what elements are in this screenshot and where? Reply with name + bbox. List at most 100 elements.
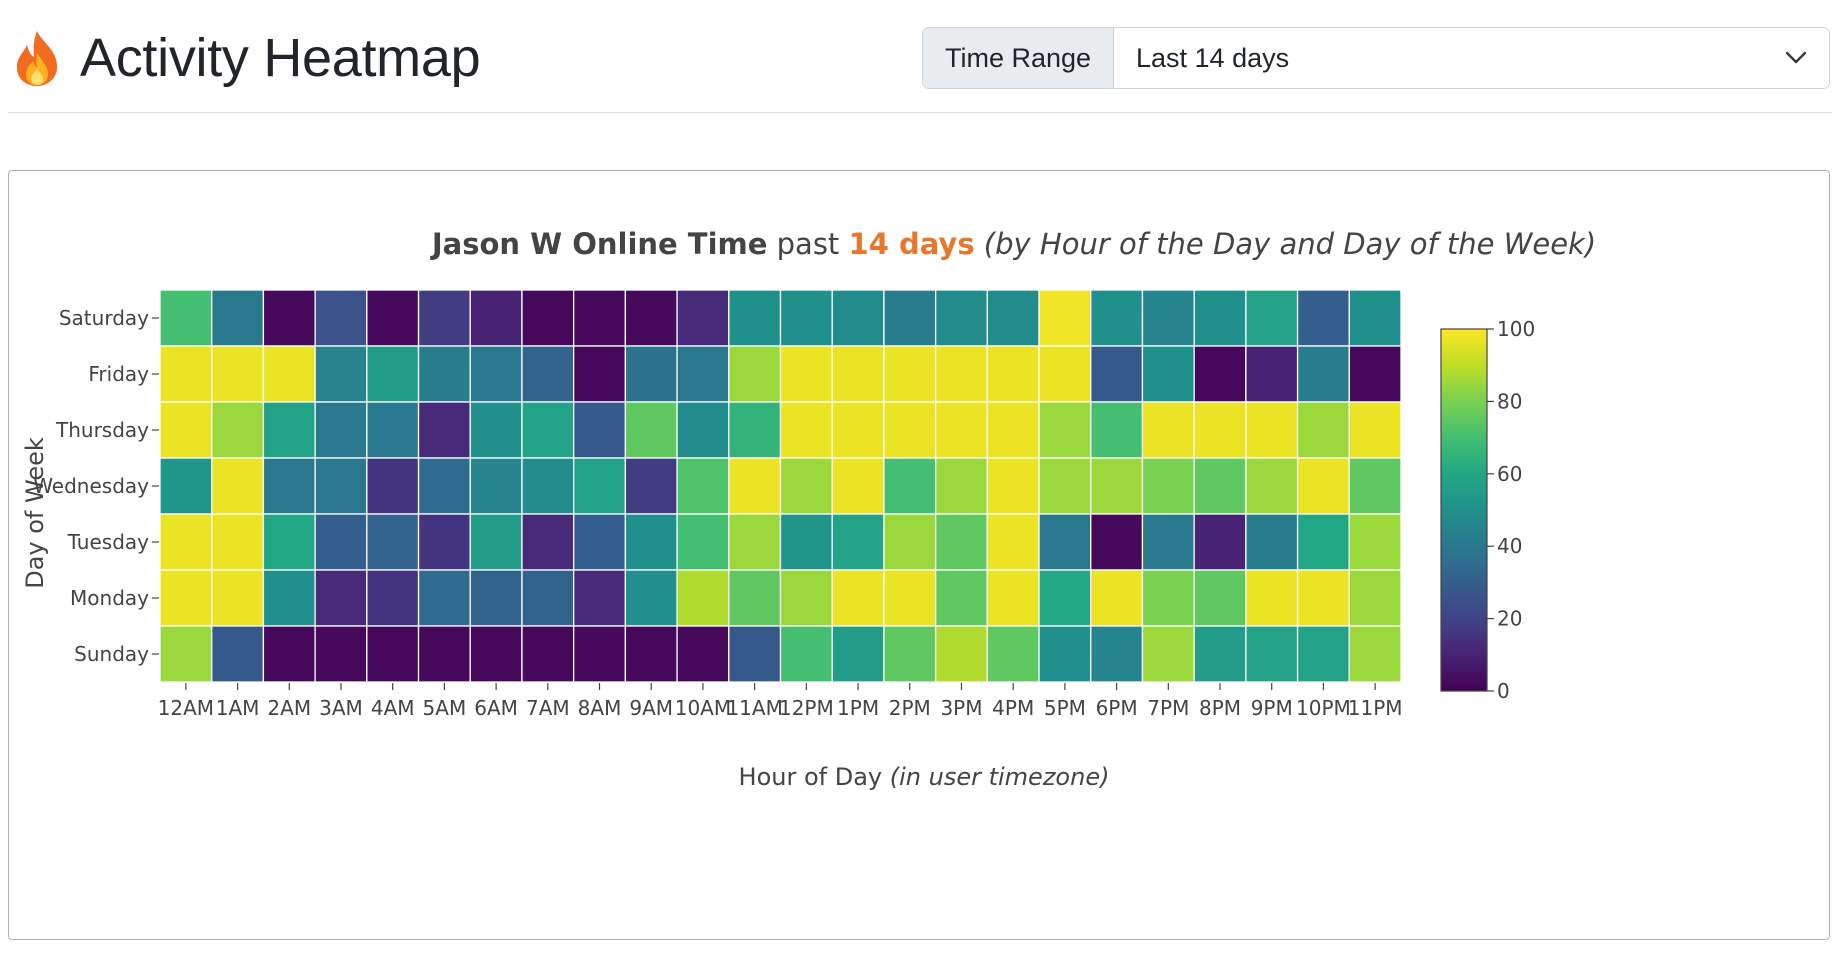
heatmap-cell bbox=[986, 457, 1040, 515]
heatmap-cell bbox=[1348, 569, 1402, 627]
heatmap-cell bbox=[417, 401, 471, 459]
y-tick-label: Monday bbox=[70, 586, 149, 610]
x-axis-ticks: 12AM 1AM 2AM 3AM 4AM 5AM 6AM 7AM 8AM 9AM 10AM11AM1… bbox=[158, 683, 1403, 720]
y-tick-label: Tuesday bbox=[67, 530, 150, 554]
heatmap-cell bbox=[676, 345, 730, 403]
heatmap-cell bbox=[521, 457, 575, 515]
heatmap-cell bbox=[1090, 457, 1144, 515]
heatmap-cell bbox=[1090, 569, 1144, 627]
heatmap-cell bbox=[159, 625, 213, 683]
heatmap-cell bbox=[676, 401, 730, 459]
heatmap-cell bbox=[1296, 513, 1350, 571]
heatmap-cell bbox=[469, 345, 523, 403]
heatmap-cell bbox=[1090, 345, 1144, 403]
activity-heatmap-chart: Jason W Online Time past 14 days (by Hou… bbox=[21, 227, 1596, 791]
x-tick-label: 8AM bbox=[578, 696, 622, 720]
heatmap-cell bbox=[1296, 345, 1350, 403]
x-tick-label: 4AM bbox=[371, 696, 415, 720]
heatmap-cell bbox=[676, 513, 730, 571]
x-axis-title-text: Hour of Day bbox=[739, 763, 883, 791]
heatmap-cell bbox=[262, 345, 316, 403]
heatmap-cell bbox=[779, 401, 833, 459]
heatmap-cell bbox=[366, 513, 420, 571]
heatmap-cell bbox=[159, 569, 213, 627]
x-tick-label: 1AM bbox=[216, 696, 260, 720]
y-tick-label: Thursday bbox=[55, 418, 149, 442]
page-header: Activity Heatmap Time Range Last 14 days bbox=[8, 16, 1832, 113]
heatmap-cell bbox=[469, 513, 523, 571]
y-tick-label: Sunday bbox=[74, 642, 149, 666]
heatmap-cell bbox=[728, 513, 782, 571]
chevron-down-icon bbox=[1785, 51, 1807, 64]
heatmap-cell bbox=[366, 625, 420, 683]
heatmap-cell bbox=[1193, 513, 1247, 571]
heatmap-cell bbox=[159, 289, 213, 347]
colorbar-tick-label: 0 bbox=[1497, 679, 1510, 703]
heatmap-cell bbox=[314, 569, 368, 627]
heatmap-cell bbox=[1296, 625, 1350, 683]
heatmap-cell bbox=[573, 513, 627, 571]
heatmap-cell bbox=[1141, 513, 1195, 571]
heatmap-cell bbox=[1193, 401, 1247, 459]
heatmap-cell bbox=[573, 457, 627, 515]
heatmap-cell bbox=[262, 289, 316, 347]
colorbar-tick-label: 100 bbox=[1497, 317, 1535, 341]
heatmap-cell bbox=[1141, 625, 1195, 683]
heatmap-cell bbox=[883, 457, 937, 515]
heatmap-cell bbox=[211, 625, 265, 683]
heatmap-cell bbox=[934, 625, 988, 683]
y-tick-label: Friday bbox=[88, 362, 149, 386]
heatmap-cell bbox=[676, 569, 730, 627]
heatmap-cell bbox=[624, 457, 678, 515]
x-tick-label: 1PM bbox=[837, 696, 879, 720]
heatmap-cell bbox=[728, 457, 782, 515]
x-tick-label: 7PM bbox=[1147, 696, 1189, 720]
heatmap-cell bbox=[934, 569, 988, 627]
heatmap-cell bbox=[521, 345, 575, 403]
heatmap-cell bbox=[883, 345, 937, 403]
heatmap-cell bbox=[624, 625, 678, 683]
colorbar-gradient bbox=[1440, 328, 1488, 692]
heatmap-cell bbox=[779, 457, 833, 515]
heatmap-cell bbox=[831, 401, 885, 459]
y-tick-label: Saturday bbox=[59, 306, 149, 330]
heatmap-card: Jason W Online Time past 14 days (by Hou… bbox=[8, 170, 1830, 940]
x-tick-label: 10AM bbox=[675, 696, 731, 720]
heatmap-cell bbox=[986, 345, 1040, 403]
x-tick-label: 12PM bbox=[779, 696, 834, 720]
heatmap-cell bbox=[1038, 625, 1092, 683]
heatmap-cell bbox=[1296, 569, 1350, 627]
heatmap-cell bbox=[934, 401, 988, 459]
heatmap-cell bbox=[1038, 569, 1092, 627]
heatmap-cell bbox=[831, 513, 885, 571]
heatmap-cell bbox=[417, 345, 471, 403]
heatmap-cell bbox=[1038, 289, 1092, 347]
heatmap-cell bbox=[469, 289, 523, 347]
heatmap-cell bbox=[883, 289, 937, 347]
heatmap-cell bbox=[934, 457, 988, 515]
heatmap-cell bbox=[417, 289, 471, 347]
heatmap-cell bbox=[1038, 401, 1092, 459]
heatmap-cell bbox=[1348, 513, 1402, 571]
x-tick-label: 5PM bbox=[1044, 696, 1086, 720]
x-tick-label: 3AM bbox=[319, 696, 363, 720]
heatmap-cell bbox=[1245, 401, 1299, 459]
time-range-select[interactable]: Last 14 days bbox=[1114, 28, 1829, 88]
x-tick-label: 3PM bbox=[940, 696, 982, 720]
page-title-text: Activity Heatmap bbox=[80, 28, 481, 88]
x-tick-label: 11AM bbox=[726, 696, 782, 720]
heatmap-cell bbox=[1141, 289, 1195, 347]
heatmap-cell bbox=[728, 401, 782, 459]
heatmap-cell bbox=[469, 625, 523, 683]
heatmap-cell bbox=[779, 513, 833, 571]
heatmap-cell bbox=[1348, 457, 1402, 515]
heatmap-cell bbox=[314, 345, 368, 403]
x-tick-label: 9PM bbox=[1251, 696, 1293, 720]
x-tick-label: 12AM bbox=[158, 696, 214, 720]
heatmap-cell bbox=[469, 569, 523, 627]
heatmap-cell bbox=[676, 289, 730, 347]
heatmap-cell bbox=[883, 625, 937, 683]
heatmap-cell bbox=[1193, 289, 1247, 347]
chart-title-highlight: 14 days bbox=[849, 227, 975, 261]
heatmap-cell bbox=[314, 513, 368, 571]
